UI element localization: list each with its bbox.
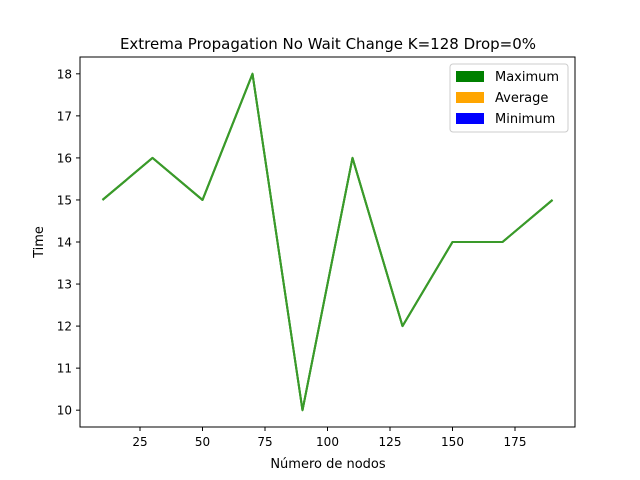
y-tick-label: 10 bbox=[57, 404, 72, 418]
legend-swatch-minimum bbox=[456, 113, 484, 124]
y-axis-label: Time bbox=[32, 226, 47, 259]
legend-swatch-average bbox=[456, 92, 484, 103]
y-tick-label: 11 bbox=[57, 362, 72, 376]
y-tick-label: 12 bbox=[57, 320, 72, 334]
legend-label-maximum: Maximum bbox=[495, 70, 559, 85]
y-tick-label: 15 bbox=[57, 193, 72, 207]
x-tick-label: 25 bbox=[132, 435, 147, 449]
x-tick-label: 175 bbox=[504, 435, 527, 449]
y-axis-ticks: 10 11 12 13 14 15 16 17 18 bbox=[57, 67, 80, 418]
y-tick-label: 17 bbox=[57, 109, 72, 123]
chart-title: Extrema Propagation No Wait Change K=128… bbox=[120, 35, 536, 53]
x-tick-label: 75 bbox=[257, 435, 272, 449]
x-tick-label: 50 bbox=[195, 435, 210, 449]
x-axis-label: Número de nodos bbox=[270, 457, 386, 472]
x-tick-label: 100 bbox=[316, 435, 339, 449]
x-axis-ticks: 25 50 75 100 125 150 175 bbox=[132, 427, 526, 449]
legend: Maximum Average Minimum bbox=[449, 63, 569, 133]
plot-lines bbox=[101, 72, 554, 412]
legend-swatch-maximum bbox=[456, 71, 484, 82]
y-tick-label: 14 bbox=[57, 236, 72, 250]
y-tick-label: 16 bbox=[57, 151, 72, 165]
x-tick-label: 150 bbox=[441, 435, 464, 449]
legend-label-minimum: Minimum bbox=[495, 112, 555, 127]
y-tick-label: 13 bbox=[57, 278, 72, 292]
series-line-minimum bbox=[101, 72, 554, 412]
y-tick-label: 18 bbox=[57, 67, 72, 81]
x-tick-label: 125 bbox=[379, 435, 402, 449]
legend-label-average: Average bbox=[495, 91, 548, 106]
